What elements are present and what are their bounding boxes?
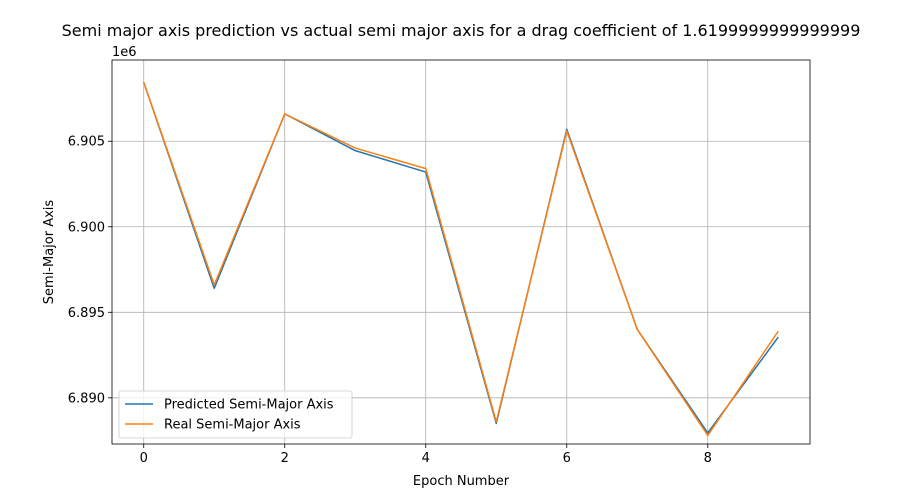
series-line-real	[143, 81, 779, 437]
legend-label: Predicted Semi-Major Axis	[164, 398, 334, 413]
y-axis-label: Semi-Major Axis	[42, 200, 57, 305]
axes-frame	[111, 59, 811, 445]
y-tick-label: 6.890	[68, 391, 105, 406]
x-tick-label: 8	[704, 451, 712, 466]
legend-label: Real Semi-Major Axis	[164, 418, 301, 433]
x-tick-label: 6	[563, 451, 571, 466]
grid	[112, 60, 810, 444]
x-axis-ticks: 0 2 4 6 8	[140, 444, 712, 466]
series-line-predicted	[143, 81, 779, 434]
x-tick-label: 4	[422, 451, 430, 466]
legend-box	[118, 390, 353, 439]
plot-area	[143, 81, 779, 437]
y-tick-label: 6.905	[68, 135, 105, 150]
chart-title: Semi major axis prediction vs actual sem…	[62, 21, 861, 40]
x-tick-label: 2	[281, 451, 289, 466]
y-axis-ticks: 6.890 6.895 6.900 6.905	[68, 135, 112, 406]
y-tick-label: 6.900	[68, 220, 105, 235]
legend: Predicted Semi-Major Axis Real Semi-Major…	[118, 390, 353, 439]
y-tick-label: 6.895	[68, 306, 105, 321]
x-axis-label: Epoch Number	[413, 474, 510, 489]
y-offset-label: 1e6	[112, 45, 137, 60]
x-tick-label: 0	[140, 451, 148, 466]
